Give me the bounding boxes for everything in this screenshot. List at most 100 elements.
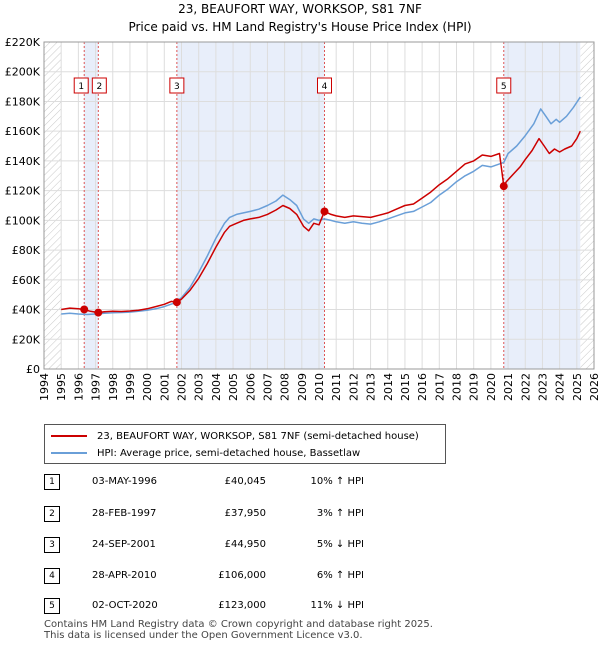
y-tick-label: £120K [5,185,41,198]
y-tick-label: £180K [5,95,41,108]
y-tick-label: £140K [5,155,41,168]
sale-number-badge: 2 [44,506,60,522]
y-tick-label: £220K [5,36,41,49]
x-tick-label: 2020 [485,373,498,401]
x-tick-label: 1998 [107,373,120,401]
table-row: 4 28-APR-2010 £106,000 6% ↑ HPI [44,568,444,584]
sale-label-box: 2 [91,77,107,94]
x-tick-label: 2002 [176,373,189,401]
sale-point [320,207,329,216]
sale-number-badge: 4 [44,568,60,584]
x-tick-label: 2019 [468,373,481,401]
footer-copyright: Contains HM Land Registry data © Crown c… [44,619,433,630]
sale-number-badge: 1 [44,474,60,490]
sale-hpi-change: 10% ↑ HPI [310,476,364,487]
x-tick-label: 2015 [399,373,412,401]
table-row: 5 02-OCT-2020 £123,000 11% ↓ HPI [44,598,444,614]
hatched-region-after [580,42,594,369]
sale-date: 28-APR-2010 [92,570,157,581]
x-tick-label: 1994 [38,373,51,401]
x-tick-label: 2021 [502,373,515,401]
sale-label-number: 2 [96,82,102,92]
x-tick-label: 2006 [244,373,257,401]
sale-date: 24-SEP-2001 [92,539,156,550]
x-tick-label: 2008 [279,373,292,401]
y-tick-label: £100K [5,214,41,227]
x-tick-label: 1999 [124,373,137,401]
x-tick-label: 2018 [451,373,464,401]
x-tick-label: 2000 [141,373,154,401]
chart-legend: 23, BEAUFORT WAY, WORKSOP, S81 7NF (semi… [44,424,446,464]
sale-label-number: 3 [174,82,180,92]
sale-label-number: 4 [322,82,328,92]
x-tick-label: 2003 [193,373,206,401]
sale-point [80,305,89,314]
x-tick-label: 2023 [536,373,549,401]
sale-number-badge: 3 [44,537,60,553]
table-row: 2 28-FEB-1997 £37,950 3% ↑ HPI [44,506,444,522]
x-tick-label: 2004 [210,373,223,401]
sale-label-frame [73,77,89,94]
sale-label-box: 1 [73,77,89,94]
y-tick-label: £0 [26,363,40,376]
x-tick-label: 1996 [72,373,85,401]
sale-price: £106,000 [218,570,266,581]
legend-label-property: 23, BEAUFORT WAY, WORKSOP, S81 7NF (semi… [97,430,419,442]
x-tick-label: 2016 [416,373,429,401]
y-tick-label: £80K [12,244,41,257]
sale-price: £40,045 [224,476,266,487]
legend-label-hpi: HPI: Average price, semi-detached house,… [97,447,361,459]
sale-point [499,182,508,191]
sale-label-number: 5 [501,82,507,92]
x-tick-label: 2017 [433,373,446,401]
sale-hpi-change: 5% ↓ HPI [316,539,364,550]
sale-date: 03-MAY-1996 [92,476,158,487]
sale-label-number: 1 [78,82,84,92]
legend-item-property: 23, BEAUFORT WAY, WORKSOP, S81 7NF (semi… [45,428,419,444]
sale-date: 02-OCT-2020 [92,600,158,611]
y-tick-label: £60K [12,274,41,287]
sale-hpi-change: 11% ↓ HPI [310,600,364,611]
x-tick-label: 2007 [261,373,274,401]
hpi-line [61,96,581,316]
chart-title: 23, BEAUFORT WAY, WORKSOP, S81 7NF [178,2,422,16]
sale-label-frame [496,77,512,94]
x-tick-label: 2001 [158,373,171,401]
sale-label-box: 3 [169,77,185,94]
table-row: 3 24-SEP-2001 £44,950 5% ↓ HPI [44,537,444,553]
y-tick-label: £40K [12,304,41,317]
x-tick-label: 2012 [347,373,360,401]
sale-price: £123,000 [218,600,266,611]
legend-swatch-hpi [51,452,87,454]
sale-hpi-change: 3% ↑ HPI [316,508,364,519]
sale-number-badge: 5 [44,598,60,614]
sale-label-frame [317,77,332,94]
price-chart: 1 2 3 4 5 £0 £20K £40K £60K £80K £100K £120K £140K £… [5,36,600,401]
sale-date: 28-FEB-1997 [92,508,157,519]
y-tick-label: £20K [12,333,41,346]
ownership-period-shade [84,42,99,369]
x-tick-label: 1997 [90,373,103,401]
y-tick-label: £200K [5,66,41,79]
footer-license: This data is licensed under the Open Gov… [44,630,363,641]
legend-item-hpi: HPI: Average price, semi-detached house,… [45,445,360,461]
y-tick-label: £160K [5,125,41,138]
footer-attribution: Contains HM Land Registry data © Crown c… [44,619,433,641]
x-tick-label: 2009 [296,373,309,401]
x-tick-label: 2024 [554,373,567,401]
x-tick-label: 2014 [382,373,395,401]
x-tick-label: 2025 [571,373,584,401]
legend-swatch-property [51,435,87,437]
x-tick-label: 2005 [227,373,240,401]
chart-subtitle: Price paid vs. HM Land Registry's House … [128,20,472,34]
sale-point [94,308,103,317]
sale-label-frame [169,77,185,94]
x-tick-label: 2026 [588,373,600,401]
x-tick-label: 2013 [365,373,378,401]
sale-label-box: 4 [317,77,332,94]
sale-point [172,298,181,307]
x-tick-label: 2022 [519,373,532,401]
sale-price: £37,950 [224,508,266,519]
sale-hpi-change: 6% ↑ HPI [316,570,364,581]
x-tick-label: 2011 [330,373,343,401]
